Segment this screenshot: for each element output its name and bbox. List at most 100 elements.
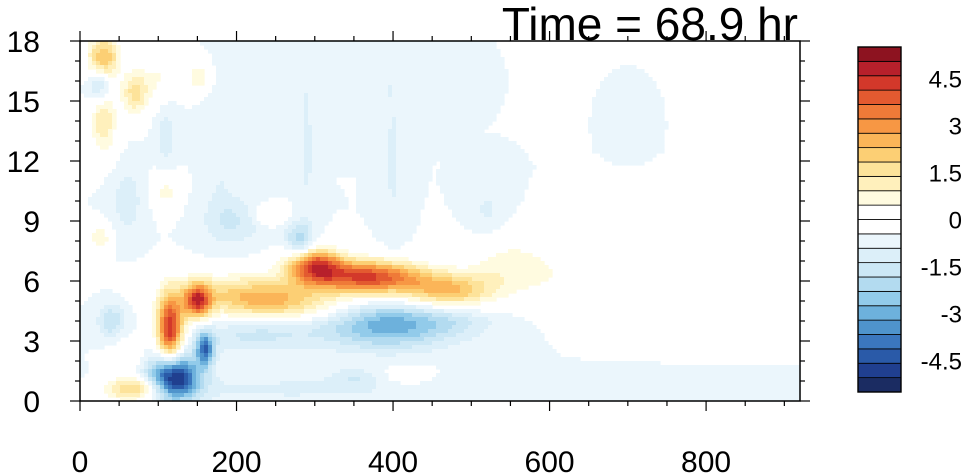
field-cell [204,349,209,354]
field-cell [136,189,149,194]
field-cell [396,181,429,186]
field-cell [108,393,117,398]
field-cell [156,385,161,390]
field-cell [432,349,557,354]
field-cell [392,265,405,270]
field-cell [196,333,201,338]
field-cell [192,309,197,314]
field-cell [116,201,141,206]
field-cell [196,357,201,362]
colorbar-label: -3 [941,302,962,329]
field-cell [120,93,125,98]
field-cell [224,349,337,354]
field-cell [304,241,309,246]
field-cell [392,89,509,94]
field-cell [208,369,213,374]
field-cell [292,269,297,274]
field-cell [172,373,185,378]
field-cell [168,233,213,238]
field-cell [104,305,121,310]
field-cell [312,161,389,166]
field-cell [164,285,181,290]
field-cell [344,257,357,262]
field-cell [116,333,129,338]
field-cell [296,225,309,230]
field-cell [116,393,141,398]
field-cell [96,137,113,142]
field-cell [172,349,177,354]
colorbar-label: -1.5 [921,255,962,282]
field-cell [396,189,429,194]
field-cell [292,261,297,266]
field-cell [472,277,505,282]
field-cell [188,361,201,366]
field-cell [396,141,517,146]
field-cell [380,317,405,322]
field-cell [116,257,137,262]
field-cell [204,353,209,358]
field-cell [200,373,205,378]
field-cell [120,217,137,222]
field-cell [208,93,305,98]
field-cell [160,313,165,318]
field-cell [292,273,297,278]
field-cell [256,229,285,234]
field-cell [200,377,205,382]
field-cell [152,373,157,378]
field-cell [388,89,393,94]
field-cell [252,285,305,290]
field-cell [80,321,97,326]
field-cell [172,385,185,390]
field-cell [388,181,397,186]
field-cell [108,329,113,334]
field-cell [164,289,181,294]
field-cell [160,109,305,114]
field-cell [424,289,461,294]
field-cell [428,317,449,322]
field-cell [504,277,549,282]
field-cell [356,189,393,194]
field-cell [464,297,481,302]
field-cell [300,265,305,270]
field-cell [428,329,449,334]
field-cell [192,329,197,334]
field-cell [420,297,437,302]
field-cell [108,109,117,114]
field-cell [172,357,177,362]
field-cell [188,321,193,326]
field-cell [120,185,137,190]
field-cell [152,365,157,370]
field-cell [356,193,393,198]
field-cell [592,149,665,154]
field-cell [144,389,149,394]
field-cell [452,281,469,286]
field-cell [88,201,117,206]
field-cell [304,281,317,286]
field-cell [304,169,313,174]
field-cell [184,373,189,378]
field-cell [256,225,269,230]
field-cell [340,257,345,262]
field-cell [396,173,433,178]
field-cell [112,329,121,334]
field-cell [280,265,285,270]
field-cell [236,225,257,230]
field-cell [392,125,397,130]
field-cell [336,313,349,318]
colorbar-swatch [857,262,902,278]
field-cell [308,265,313,270]
field-cell [432,377,801,382]
field-cell [220,341,341,346]
field-cell [216,325,229,330]
field-cell [208,349,213,354]
field-cell [208,205,249,210]
field-cell [104,85,109,90]
field-cell [480,261,545,266]
field-cell [396,177,433,182]
field-cell [312,129,389,134]
field-cell [112,225,157,230]
field-cell [208,301,213,306]
field-cell [112,309,125,314]
field-cell [612,161,645,166]
colorbar-label: 0 [949,208,962,235]
